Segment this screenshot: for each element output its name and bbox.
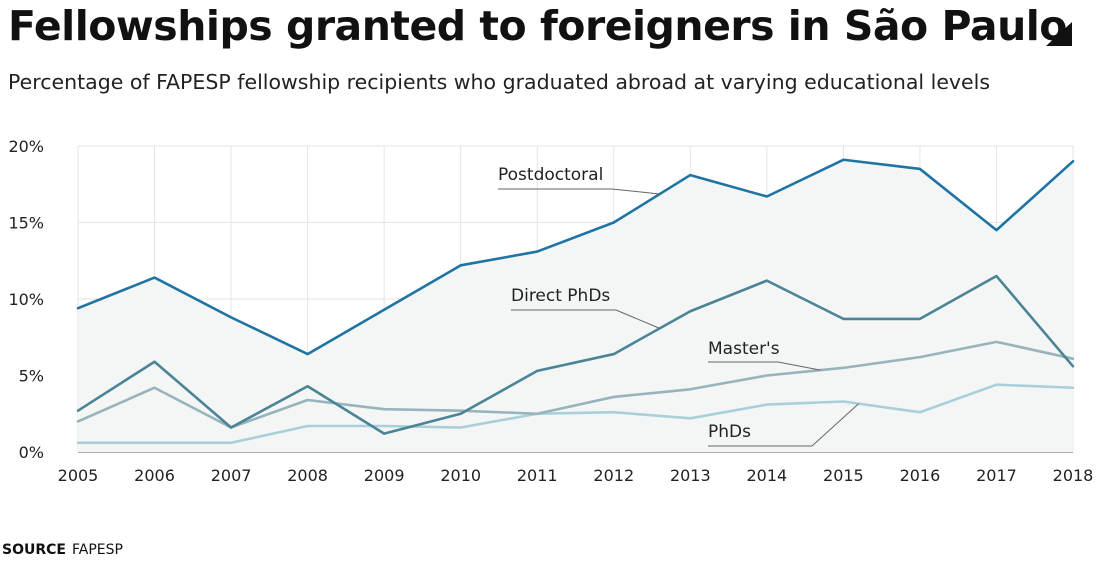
x-tick-label: 2005 — [58, 466, 99, 485]
callout-label-direct-phds: Direct PhDs — [511, 286, 610, 306]
chart-title: Fellowships granted to foreigners in São… — [8, 2, 1067, 50]
y-tick-label: 20% — [8, 137, 44, 156]
x-tick-label: 2010 — [440, 466, 481, 485]
y-tick-label: 15% — [8, 214, 44, 233]
y-tick-label: 0% — [19, 443, 44, 462]
postdoctoral-area — [78, 159, 1073, 452]
x-tick-label: 2017 — [976, 466, 1017, 485]
axis-labels: 0% 5% 10% 15% 20% 2005 2006 2007 2008 2009 2010 201… — [8, 137, 1093, 485]
source-label: SOURCE — [2, 542, 66, 558]
callout-label-master-s: Master's — [708, 339, 780, 359]
x-tick-label: 2018 — [1053, 466, 1094, 485]
x-tick-label: 2013 — [670, 466, 711, 485]
callout-leader — [615, 309, 660, 329]
callout-leader — [777, 361, 821, 371]
source-note: SOURCE FAPESP — [2, 542, 123, 558]
x-tick-label: 2006 — [134, 466, 175, 485]
source-value: FAPESP — [71, 542, 123, 558]
callout-leader — [811, 403, 860, 447]
chart-subtitle: Percentage of FAPESP fellowship recipien… — [8, 70, 991, 94]
series-line-phds — [76, 383, 1075, 445]
series-callouts: Postdoctoral Direct PhDs Master's PhDs — [498, 165, 860, 447]
y-tick-label: 10% — [8, 290, 44, 309]
x-tick-label: 2016 — [900, 466, 941, 485]
x-tick-label: 2015 — [823, 466, 864, 485]
callout-label-postdoctoral: Postdoctoral — [498, 165, 603, 185]
x-tick-label: 2012 — [593, 466, 634, 485]
callout-label-phds: PhDs — [708, 422, 751, 442]
x-tick-label: 2007 — [211, 466, 252, 485]
x-tick-label: 2009 — [364, 466, 405, 485]
corner-triangle-icon — [1046, 22, 1072, 46]
x-tick-label: 2014 — [746, 466, 787, 485]
series-line-postdoctoral — [76, 158, 1075, 356]
postdoctoral-area-fill — [78, 159, 1073, 452]
series-lines — [76, 158, 1075, 445]
line-chart: Postdoctoral Direct PhDs Master's PhDs 0% 5%… — [8, 137, 1093, 485]
series-line-master-s — [76, 340, 1075, 429]
x-tick-label: 2011 — [517, 466, 558, 485]
x-tick-label: 2008 — [287, 466, 328, 485]
series-line-direct-phds — [76, 274, 1075, 435]
callout-leader — [611, 188, 660, 195]
y-tick-label: 5% — [19, 367, 44, 386]
